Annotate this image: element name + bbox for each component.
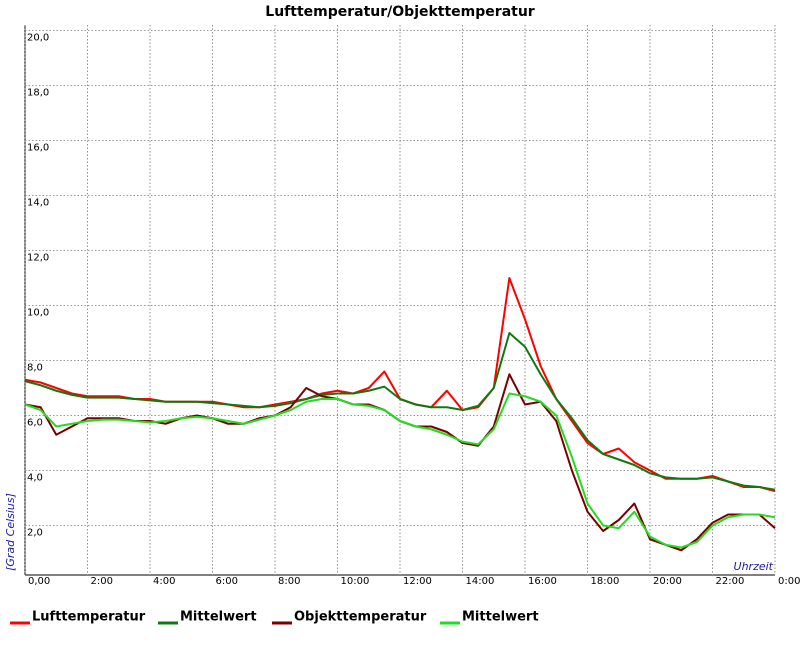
y-tick-label: 20,0 [27, 33, 49, 44]
legend-label: Mittelwert [462, 610, 539, 625]
x-tick-label: 10:00 [341, 576, 370, 587]
series-line [24, 332, 776, 491]
x-tick-label: 0,00 [28, 576, 50, 587]
y-axis-title: [Grad Celsius] [4, 493, 17, 571]
x-tick-label: 14:00 [466, 576, 495, 587]
x-tick-label: 20:00 [653, 576, 682, 587]
x-tick-label: 6:00 [216, 576, 238, 587]
x-tick-label: 12:00 [403, 576, 432, 587]
x-tick-label: 18:00 [591, 576, 620, 587]
x-tick-label: 16:00 [528, 576, 557, 587]
x-tick-label: 2:00 [91, 576, 113, 587]
y-tick-label: 4,0 [27, 473, 43, 484]
x-axis-title: Uhrzeit [734, 560, 774, 573]
y-tick-label: 10,0 [27, 308, 49, 319]
y-tick-label: 12,0 [27, 253, 49, 264]
legend-label: Mittelwert [180, 610, 257, 625]
chart-title: Lufttemperatur/Objekttemperatur [265, 4, 535, 20]
series-line [24, 392, 776, 549]
x-tick-label: 22:00 [716, 576, 745, 587]
x-tick-label: 0:00 [778, 576, 800, 587]
y-tick-label: 18,0 [27, 88, 49, 99]
legend-label: Objekttemperatur [294, 610, 427, 625]
legend-label: Lufttemperatur [32, 610, 146, 625]
x-tick-label: 4:00 [153, 576, 175, 587]
y-tick-label: 14,0 [27, 198, 49, 209]
y-tick-label: 16,0 [27, 143, 49, 154]
x-tick-label: 8:00 [278, 576, 300, 587]
y-tick-label: 6,0 [27, 418, 43, 429]
y-tick-label: 2,0 [27, 528, 43, 539]
y-tick-label: 8,0 [27, 363, 43, 374]
